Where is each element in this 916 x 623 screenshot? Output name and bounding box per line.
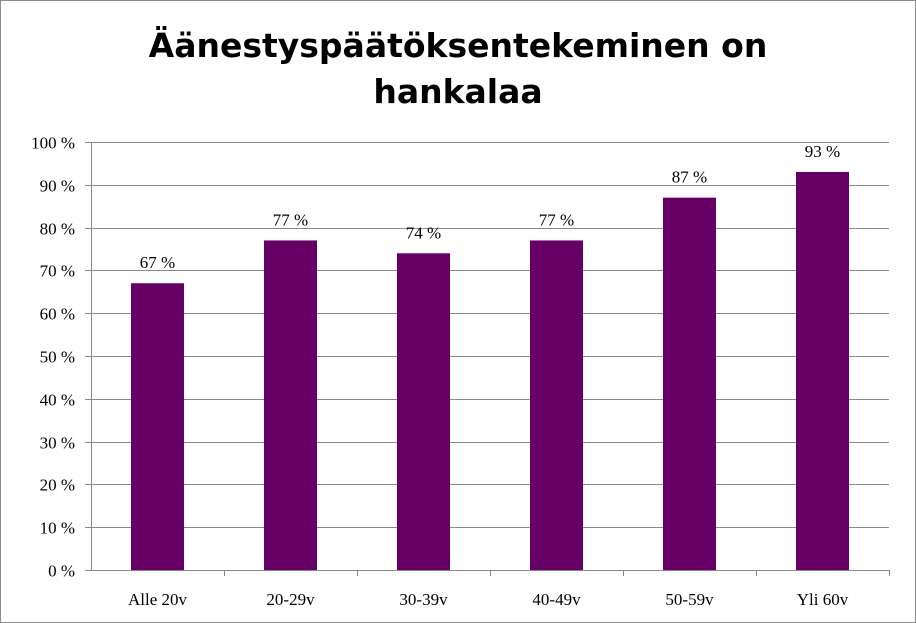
y-tick-label: 90 % bbox=[40, 177, 75, 196]
bar bbox=[131, 283, 184, 570]
bar bbox=[663, 197, 716, 570]
bar bbox=[264, 240, 317, 570]
bar bbox=[530, 240, 583, 570]
data-label: 77 % bbox=[273, 210, 308, 229]
y-tick-label: 60 % bbox=[40, 305, 75, 324]
bar bbox=[397, 253, 450, 570]
y-tick-label: 30 % bbox=[40, 434, 75, 453]
x-tick-label: 40-49v bbox=[532, 590, 581, 609]
chart-title-line-2: hankalaa bbox=[373, 72, 543, 111]
data-label: 87 % bbox=[672, 168, 707, 187]
y-tick-label: 50 % bbox=[40, 348, 75, 367]
y-tick-label: 80 % bbox=[40, 220, 75, 239]
chart-title: Äänestyspäätöksentekeminen on hankalaa bbox=[1, 23, 915, 115]
x-tick-label: 30-39v bbox=[399, 590, 448, 609]
x-tick-label: 50-59v bbox=[665, 590, 714, 609]
data-label: 67 % bbox=[140, 253, 175, 272]
y-tick-label: 100 % bbox=[31, 134, 75, 153]
y-tick-label: 0 % bbox=[48, 562, 75, 581]
bar bbox=[796, 171, 849, 570]
data-label: 74 % bbox=[406, 223, 441, 242]
data-label: 77 % bbox=[539, 210, 574, 229]
chart-title-line-1: Äänestyspäätöksentekeminen on bbox=[148, 26, 768, 65]
x-tick-label: Yli 60v bbox=[797, 590, 849, 609]
y-tick-label: 20 % bbox=[40, 476, 75, 495]
y-tick-label: 10 % bbox=[40, 519, 75, 538]
data-label: 93 % bbox=[805, 142, 840, 161]
x-tick-label: Alle 20v bbox=[128, 590, 188, 609]
y-tick-label: 40 % bbox=[40, 391, 75, 410]
y-tick-label: 70 % bbox=[40, 262, 75, 281]
x-tick-label: 20-29v bbox=[266, 590, 315, 609]
